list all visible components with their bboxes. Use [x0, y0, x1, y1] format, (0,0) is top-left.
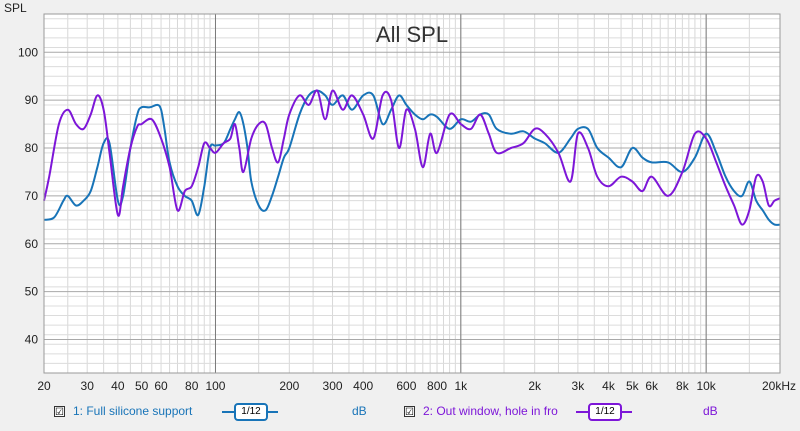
x-tick-label: 6k: [645, 379, 659, 393]
x-tick-label: 60: [154, 379, 168, 393]
smoothing-label-2[interactable]: 1/12: [588, 403, 622, 421]
x-tick-label: 30: [81, 379, 95, 393]
x-tick-label: 4k: [602, 379, 616, 393]
legend-unit-1: dB: [352, 404, 367, 418]
y-tick-label: 60: [25, 237, 39, 251]
x-tick-label: 8k: [676, 379, 690, 393]
series-line-2[interactable]: [43, 89, 781, 226]
y-tick-label: 80: [25, 141, 39, 155]
smoothing-control-2[interactable]: 1/12: [576, 402, 632, 421]
y-tick-label: 90: [25, 93, 39, 107]
x-tick-label: 20kHz: [762, 379, 796, 393]
y-axis-label: SPL: [4, 1, 27, 15]
plot-border: [43, 13, 781, 374]
y-tick-label: 70: [25, 189, 39, 203]
legend-unit-2: dB: [703, 404, 718, 418]
y-tick-label: 50: [25, 285, 39, 299]
x-tick-label: 400: [353, 379, 373, 393]
legend: ☑ 1: Full silicone support 1/12 dB ☑ 2: …: [0, 400, 800, 422]
x-tick-label: 3k: [572, 379, 586, 393]
legend-entry-1[interactable]: ☑ 1: Full silicone support: [54, 400, 192, 422]
legend-entry-2[interactable]: ☑ 2: Out window, hole in fro: [404, 400, 558, 422]
plot-area: [43, 13, 781, 374]
x-tick-label: 10k: [696, 379, 716, 393]
x-tick-label: 100: [205, 379, 225, 393]
x-tick-label: 800: [427, 379, 447, 393]
x-tick-label: 1k: [454, 379, 468, 393]
y-tick-label: 40: [25, 332, 39, 346]
x-tick-label: 200: [279, 379, 299, 393]
x-tick-label: 300: [323, 379, 343, 393]
smoothing-control-1[interactable]: 1/12: [222, 402, 278, 421]
x-tick-label: 40: [111, 379, 125, 393]
x-tick-label: 5k: [626, 379, 640, 393]
smoothing-label-1[interactable]: 1/12: [234, 403, 268, 421]
legend-checkbox-2[interactable]: ☑: [404, 405, 415, 418]
legend-checkbox-1[interactable]: ☑: [54, 405, 65, 418]
chart-title: All SPL: [376, 22, 448, 47]
x-tick-label: 20: [37, 379, 51, 393]
x-tick-label: 600: [396, 379, 416, 393]
x-tick-label: 50: [135, 379, 149, 393]
legend-label-2: 2: Out window, hole in fro: [423, 404, 558, 418]
x-tick-label: 2k: [528, 379, 542, 393]
legend-label-1: 1: Full silicone support: [73, 404, 193, 418]
series-line-1[interactable]: [43, 89, 781, 226]
x-tick-label: 80: [185, 379, 199, 393]
y-tick-label: 100: [18, 45, 38, 59]
